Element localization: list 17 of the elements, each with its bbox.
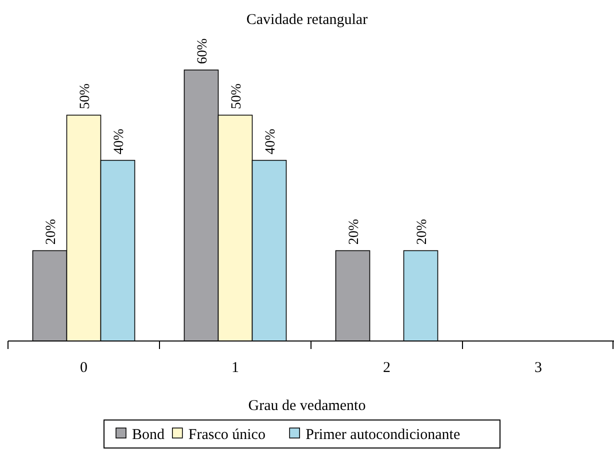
chart-title: Cavidade retangular — [246, 12, 368, 28]
data-label: 20% — [346, 218, 362, 245]
x-tick-label: 2 — [383, 360, 390, 376]
x-tick-label: 1 — [232, 360, 239, 376]
data-label: 50% — [229, 83, 244, 110]
data-label: 60% — [195, 38, 210, 64]
x-tick-label: 0 — [80, 360, 88, 376]
legend-label: Primer autocondicionante — [306, 427, 460, 443]
data-label: 40% — [263, 128, 278, 154]
data-label: 20% — [414, 218, 430, 245]
data-label: 40% — [112, 128, 127, 154]
legend-label: Bond — [132, 427, 166, 443]
legend-label: Frasco único — [188, 427, 266, 443]
x-tick-label: 3 — [534, 360, 542, 376]
x-axis-title: Grau de vedamento — [248, 398, 366, 414]
data-label: 20% — [44, 218, 59, 245]
data-label: 50% — [78, 83, 93, 110]
